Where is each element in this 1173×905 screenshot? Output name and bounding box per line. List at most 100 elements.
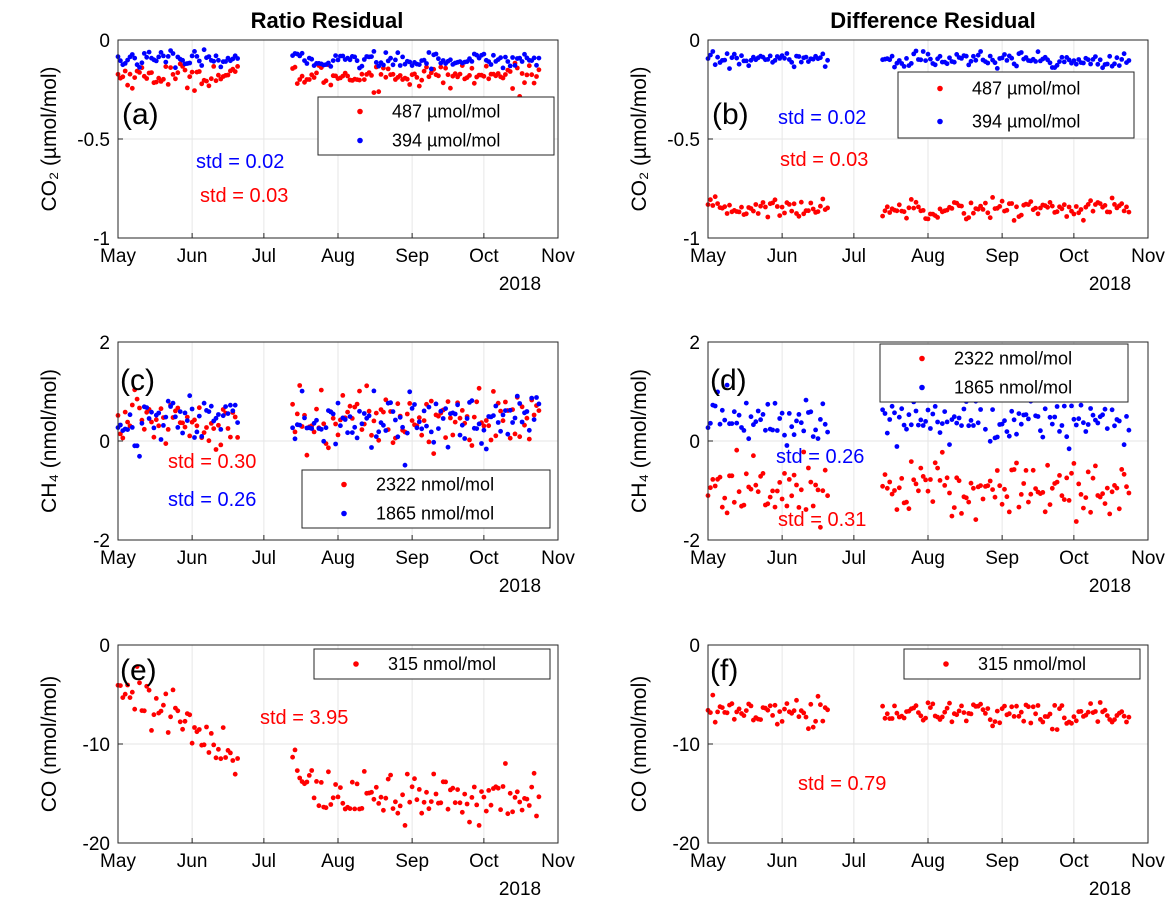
data-point xyxy=(390,71,396,77)
legend: 2322 nmol/mol 1865 nmol/mol xyxy=(879,343,1129,403)
data-point xyxy=(419,810,425,816)
data-point xyxy=(894,444,900,449)
std-annotation: std = 0.31 xyxy=(778,509,866,531)
data-point xyxy=(500,784,506,789)
data-point xyxy=(457,71,463,77)
data-point xyxy=(187,712,193,718)
data-point xyxy=(796,213,802,219)
x-tick-label: May xyxy=(100,548,136,569)
legend-marker xyxy=(937,118,943,125)
data-point xyxy=(512,431,518,437)
data-point xyxy=(1069,470,1074,476)
y-tick-label: -2 xyxy=(93,531,110,552)
data-point xyxy=(304,452,310,458)
data-point xyxy=(1073,422,1079,428)
data-point xyxy=(175,708,181,714)
y-tick-label: 0 xyxy=(99,432,110,453)
data-point xyxy=(1064,214,1070,219)
y-axis-label: CH₄ (nmol/mol) xyxy=(38,369,61,513)
data-point xyxy=(901,209,907,215)
data-point xyxy=(517,799,523,805)
data-point xyxy=(524,409,530,414)
data-point xyxy=(383,428,389,433)
series-red xyxy=(115,664,542,828)
data-point xyxy=(414,797,420,803)
data-point xyxy=(459,408,465,413)
data-point xyxy=(467,819,472,825)
data-point xyxy=(1116,418,1122,424)
data-point xyxy=(1090,412,1096,418)
data-point xyxy=(985,60,991,66)
data-point xyxy=(486,788,492,793)
data-point xyxy=(170,51,176,56)
data-point xyxy=(1109,195,1115,201)
data-point xyxy=(741,713,747,718)
data-point xyxy=(467,437,472,443)
data-point xyxy=(908,459,914,464)
data-point xyxy=(825,205,830,211)
data-point xyxy=(1100,491,1105,497)
data-point xyxy=(225,411,231,416)
data-point xyxy=(199,63,205,68)
data-point xyxy=(503,408,508,413)
data-point xyxy=(1124,204,1129,210)
data-point xyxy=(522,80,527,86)
data-point xyxy=(779,719,785,724)
data-point xyxy=(1085,57,1091,63)
data-point xyxy=(889,403,895,409)
data-point xyxy=(182,718,188,724)
data-point xyxy=(340,800,346,806)
data-point xyxy=(352,806,358,812)
data-point xyxy=(763,204,768,210)
data-point xyxy=(1121,51,1127,57)
data-point xyxy=(975,52,981,58)
data-point xyxy=(880,703,885,709)
data-point xyxy=(419,77,425,83)
data-point xyxy=(189,69,195,75)
data-point xyxy=(1045,462,1050,468)
data-point xyxy=(120,74,126,80)
x-tick-label: Nov xyxy=(541,851,575,872)
data-point xyxy=(431,439,437,445)
data-point xyxy=(486,76,492,82)
legend-box xyxy=(897,71,1135,139)
data-point xyxy=(896,485,902,491)
data-point xyxy=(1119,201,1125,207)
data-point xyxy=(431,451,437,456)
data-point xyxy=(519,807,525,813)
data-point xyxy=(383,397,389,403)
data-point xyxy=(206,54,212,59)
panel-label: (a) xyxy=(122,98,159,131)
data-point xyxy=(517,434,523,440)
data-point xyxy=(338,423,343,429)
data-point xyxy=(503,399,508,405)
data-point xyxy=(330,795,336,801)
data-point xyxy=(971,485,976,491)
data-point xyxy=(727,202,732,208)
data-point xyxy=(512,63,518,68)
data-point xyxy=(443,65,448,71)
data-point xyxy=(292,64,298,70)
data-point xyxy=(436,56,441,62)
data-point xyxy=(1018,421,1024,427)
data-point xyxy=(1009,55,1015,61)
legend-entry: 1865 nmol/mol xyxy=(376,504,494,524)
data-point xyxy=(1093,54,1098,59)
data-point xyxy=(765,401,771,407)
x-tick-label: May xyxy=(690,246,726,267)
data-point xyxy=(997,720,1003,726)
x-tick-label: Aug xyxy=(321,851,355,872)
data-point xyxy=(125,682,130,688)
data-point xyxy=(455,402,460,408)
data-point xyxy=(175,70,181,76)
y-axis-label: CO₂ (µmol/mol) xyxy=(38,66,61,211)
data-point xyxy=(534,395,539,400)
std-annotation: std = 0.03 xyxy=(780,149,868,171)
data-point xyxy=(770,488,775,494)
data-point xyxy=(789,493,795,499)
data-point xyxy=(196,413,202,419)
data-point xyxy=(318,426,324,432)
data-point xyxy=(708,52,713,58)
data-point xyxy=(758,203,763,209)
